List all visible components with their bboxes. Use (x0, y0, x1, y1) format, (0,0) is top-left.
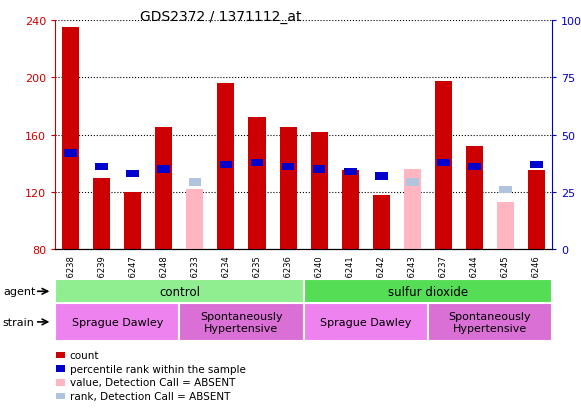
Bar (187, 190, 203, 250)
Bar (127, 171, 139, 178)
Text: Spontaneously
Hypertensive: Spontaneously Hypertensive (449, 311, 531, 333)
Bar (282, 164, 295, 171)
Bar (217, 84, 235, 250)
Bar (56, 379, 64, 386)
Bar (344, 169, 357, 176)
Bar (220, 161, 232, 169)
Text: sulfur dioxide: sulfur dioxide (388, 285, 468, 298)
Bar (56, 352, 64, 358)
Bar (157, 166, 170, 173)
Bar (62, 28, 79, 250)
Bar (437, 159, 450, 166)
Bar (303, 280, 552, 304)
Bar (279, 128, 296, 250)
Text: strain: strain (3, 317, 35, 327)
Text: count: count (70, 350, 99, 360)
Text: Sprague Dawley: Sprague Dawley (320, 317, 411, 327)
Bar (95, 164, 108, 171)
Text: control: control (159, 285, 200, 298)
Bar (530, 161, 543, 169)
Bar (435, 82, 452, 250)
Bar (311, 133, 328, 250)
Bar (497, 203, 514, 250)
Bar (406, 179, 419, 186)
Bar (404, 170, 421, 250)
Text: GDS2372 / 1371112_at: GDS2372 / 1371112_at (140, 10, 302, 24)
Bar (249, 118, 266, 250)
Bar (528, 171, 545, 250)
Bar (56, 393, 64, 399)
Bar (375, 173, 388, 180)
Bar (250, 159, 263, 166)
Bar (499, 186, 512, 193)
Bar (188, 179, 201, 186)
Bar (56, 366, 64, 372)
Bar (313, 166, 325, 173)
Text: Spontaneously
Hypertensive: Spontaneously Hypertensive (200, 311, 283, 333)
Bar (93, 178, 110, 250)
Bar (55, 280, 303, 304)
Bar (428, 304, 552, 341)
Bar (180, 304, 303, 341)
Text: value, Detection Call = ABSENT: value, Detection Call = ABSENT (70, 377, 235, 387)
Bar (468, 164, 480, 171)
Bar (466, 147, 483, 250)
Bar (303, 304, 428, 341)
Bar (64, 150, 77, 157)
Bar (155, 128, 173, 250)
Bar (55, 304, 180, 341)
Text: percentile rank within the sample: percentile rank within the sample (70, 364, 246, 374)
Text: rank, Detection Call = ABSENT: rank, Detection Call = ABSENT (70, 391, 230, 401)
Text: Sprague Dawley: Sprague Dawley (71, 317, 163, 327)
Text: agent: agent (3, 287, 35, 297)
Bar (342, 171, 358, 250)
Bar (124, 192, 141, 250)
Bar (372, 195, 390, 250)
